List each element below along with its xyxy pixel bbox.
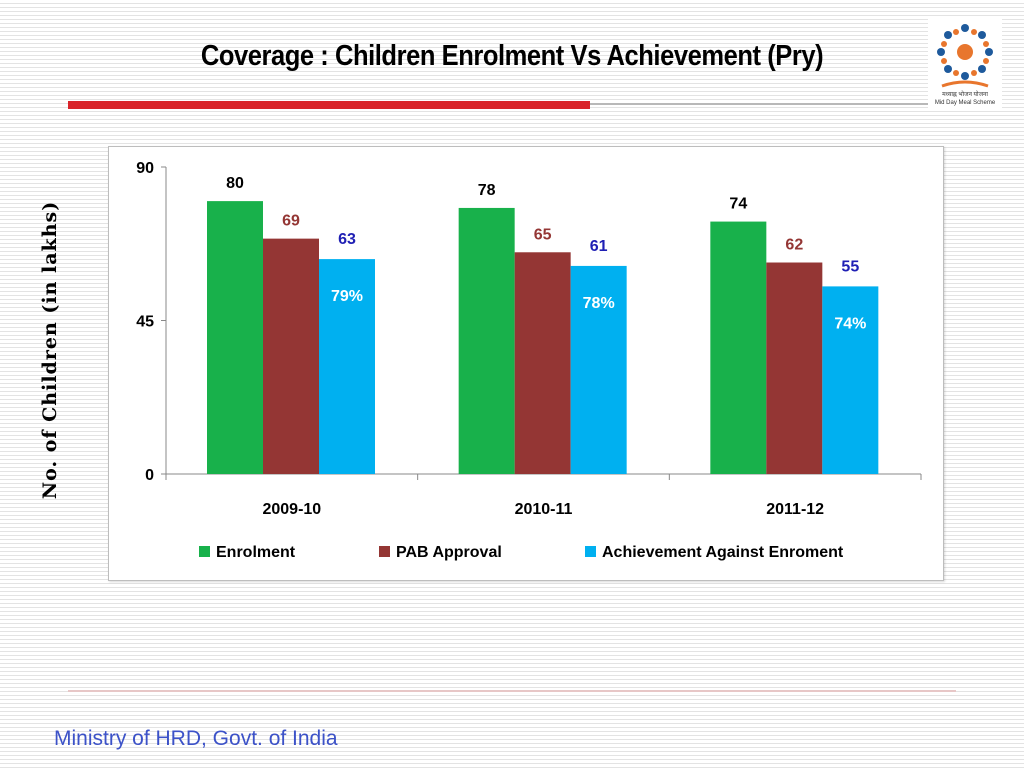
bar-percentage-annotation: 78%: [583, 295, 615, 312]
bar: [570, 265, 627, 474]
bar-percentage-annotation: 79%: [331, 288, 363, 305]
logo-emblem-icon: [937, 24, 993, 88]
title-underline-red: [68, 101, 590, 109]
bar: [263, 238, 319, 474]
bar-data-label: 80: [226, 175, 244, 192]
legend-label: Achievement Against Enroment: [602, 544, 844, 561]
bar-data-label: 69: [282, 213, 300, 230]
bar: [458, 207, 515, 474]
title-underline-grey: [590, 103, 955, 105]
logo-text-english: Mid Day Meal Scheme: [935, 100, 996, 106]
bar-data-label: 62: [785, 237, 803, 254]
bar: [766, 262, 823, 474]
bar: [514, 252, 571, 474]
x-tick-label: 2009-10: [262, 501, 321, 518]
slide-title: Coverage : Children Enrolment Vs Achieve…: [200, 40, 824, 72]
logo-text-hindi: मध्याह्न भोजन योजना: [942, 90, 988, 98]
mid-day-meal-logo: मध्याह्न भोजन योजना Mid Day Meal Scheme: [928, 16, 1002, 108]
bar: [822, 286, 879, 474]
legend-label: Enrolment: [216, 544, 296, 561]
bar: [710, 221, 767, 474]
bar-data-label: 74: [729, 196, 747, 213]
x-tick-label: 2011-12: [766, 501, 824, 518]
bar-data-label: 78: [478, 182, 496, 199]
bar-data-label: 55: [841, 258, 859, 275]
x-tick-label: 2010-11: [515, 501, 573, 518]
bar: [319, 259, 375, 474]
legend-swatch: [379, 546, 390, 557]
footer-text: Ministry of HRD, Govt. of India: [54, 727, 338, 750]
y-axis-title: No. of Children (in lakhs): [39, 200, 61, 500]
bar-data-label: 63: [338, 231, 356, 248]
y-tick-label: 90: [136, 160, 154, 177]
legend-swatch: [199, 546, 210, 557]
y-tick-label: 45: [136, 314, 154, 331]
footer-divider: [68, 690, 956, 692]
legend-label: PAB Approval: [396, 544, 502, 561]
y-tick-label: 0: [145, 467, 154, 484]
bar-percentage-annotation: 74%: [834, 315, 866, 332]
bar-data-label: 65: [534, 226, 552, 243]
bar-data-label: 61: [590, 238, 608, 255]
chart-area: 0 45 90 2009-10 2010-11 2011-12 80 78 74 69 65 62 63…: [108, 146, 944, 581]
legend-swatch: [585, 546, 596, 557]
bar-chart: 0 45 90 2009-10 2010-11 2011-12 80 78 74 69 65 62 63…: [136, 160, 922, 561]
bar: [207, 201, 263, 474]
